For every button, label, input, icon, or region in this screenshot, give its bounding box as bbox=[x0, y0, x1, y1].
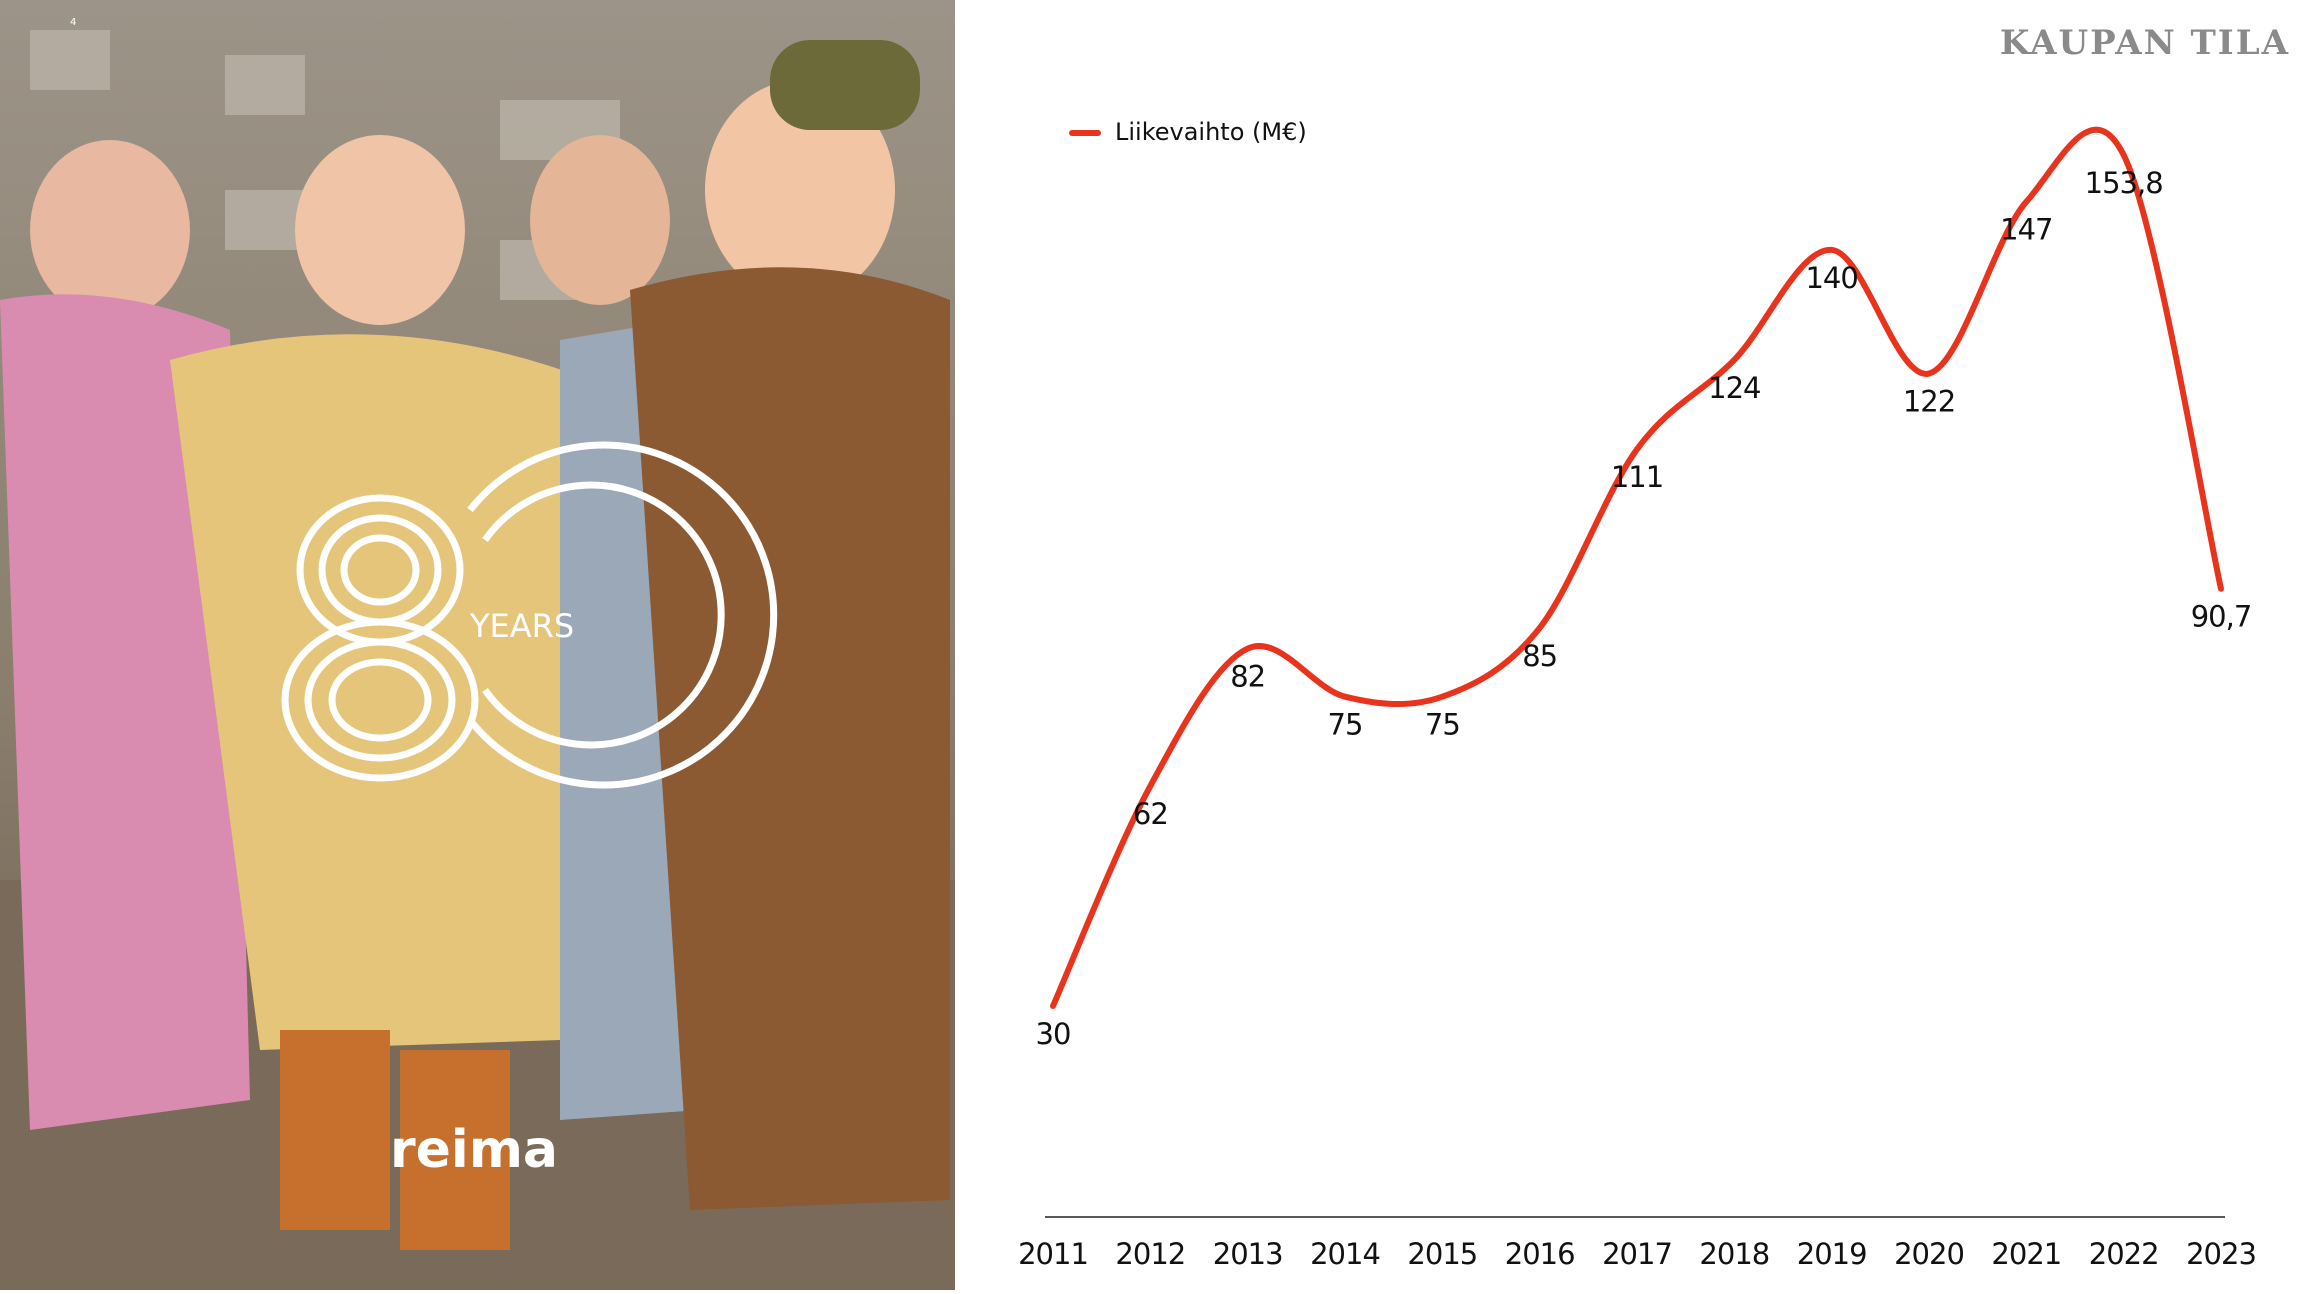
data-label: 124 bbox=[1708, 371, 1760, 405]
revenue-line bbox=[1050, 126, 2224, 1009]
data-label: 62 bbox=[1133, 797, 1168, 831]
legend-label: Liikevaihto (M€) bbox=[1115, 118, 1307, 146]
data-label: 30 bbox=[1036, 1017, 1071, 1051]
brand-logo: reima bbox=[390, 1120, 558, 1180]
data-label: 122 bbox=[1903, 385, 1955, 419]
x-tick-label: 2021 bbox=[1991, 1237, 2061, 1271]
x-tick-label: 2016 bbox=[1505, 1237, 1575, 1271]
data-label: 85 bbox=[1522, 639, 1557, 673]
x-tick-label: 2018 bbox=[1699, 1237, 1769, 1271]
chart-title: KAUPAN TILA bbox=[2000, 23, 2290, 63]
x-tick-label: 2013 bbox=[1213, 1237, 1283, 1271]
x-tick-label: 2014 bbox=[1310, 1237, 1380, 1271]
data-label: 111 bbox=[1611, 460, 1663, 494]
data-label: 140 bbox=[1805, 261, 1857, 295]
page-number: 4 bbox=[70, 17, 76, 28]
data-label: 147 bbox=[2000, 213, 2052, 247]
x-tick-label: 2012 bbox=[1115, 1237, 1185, 1271]
data-label: 82 bbox=[1230, 660, 1265, 694]
data-label: 75 bbox=[1328, 708, 1363, 742]
x-tick-label: 2017 bbox=[1602, 1237, 1672, 1271]
x-tick-label: 2020 bbox=[1894, 1237, 1964, 1271]
x-tick-label: 2015 bbox=[1407, 1237, 1477, 1271]
data-label: 90,7 bbox=[2191, 600, 2252, 634]
data-label: 153,8 bbox=[2085, 166, 2163, 200]
photo: YEARS reima 4 bbox=[0, 0, 955, 1290]
logo-years: YEARS bbox=[469, 607, 574, 645]
data-label: 75 bbox=[1425, 708, 1460, 742]
logo-80 bbox=[281, 441, 778, 789]
x-tick-label: 2019 bbox=[1797, 1237, 1867, 1271]
x-tick-label: 2023 bbox=[2186, 1237, 2256, 1271]
children bbox=[0, 40, 950, 1250]
x-tick-label: 2022 bbox=[2089, 1237, 2159, 1271]
x-tick-label: 2011 bbox=[1018, 1237, 1088, 1271]
